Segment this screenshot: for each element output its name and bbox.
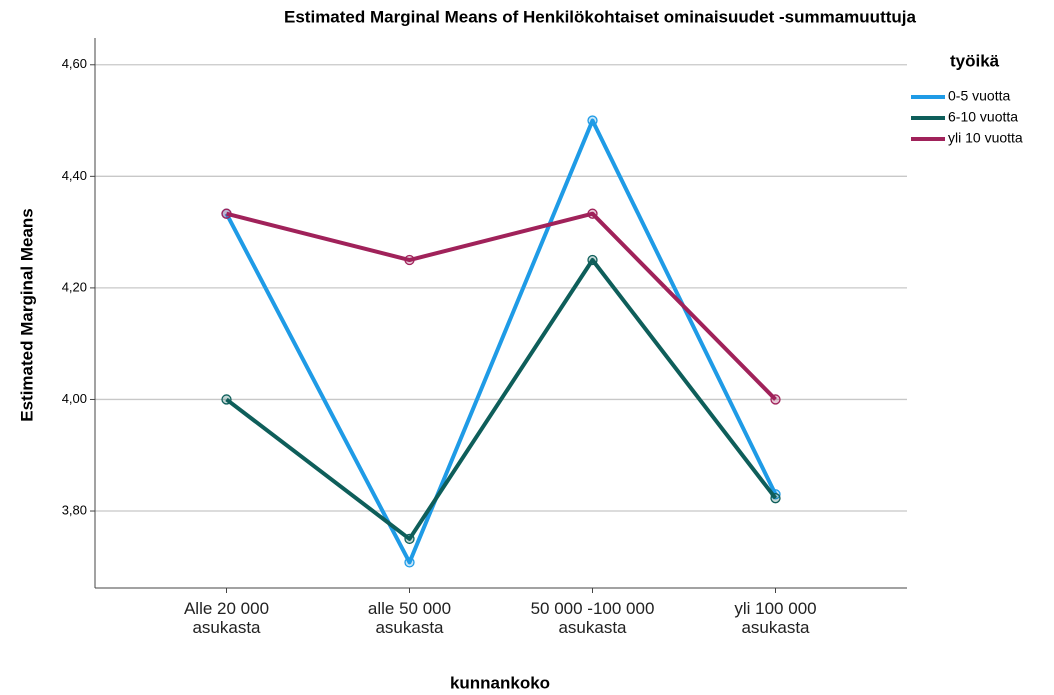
x-axis-label: kunnankoko — [450, 673, 550, 692]
point — [221, 208, 232, 219]
x-tick-label: Alle 20 000 asukasta — [183, 599, 270, 637]
point — [587, 115, 598, 126]
series-line — [224, 118, 778, 565]
x-tick-label: yli 100 000 asukasta — [734, 599, 817, 637]
point — [404, 557, 415, 568]
legend-label: yli 10 vuotta — [948, 130, 1023, 146]
series-line — [226, 211, 777, 401]
y-tick-label: 4,60 — [62, 56, 87, 71]
x-tick-label: alle 50 000 asukasta — [367, 599, 452, 637]
point — [404, 533, 415, 545]
legend-label: 6-10 vuotta — [948, 109, 1018, 125]
y-tick-label: 4,00 — [62, 391, 87, 406]
point — [404, 254, 415, 266]
x-tick-label: 50 000 -100 000 asukasta — [530, 599, 655, 637]
chart-title: Estimated Marginal Means of Henkilökohta… — [284, 7, 916, 26]
y-tick-label: 3,80 — [62, 502, 87, 517]
y-axis-label: Estimated Marginal Means — [17, 208, 36, 422]
legend-label: 0-5 vuotta — [948, 88, 1010, 104]
legend-title: työikä — [950, 51, 1000, 70]
point — [770, 394, 781, 405]
point — [770, 493, 781, 504]
point — [221, 394, 232, 405]
y-tick-label: 4,40 — [62, 168, 87, 183]
point — [587, 254, 598, 266]
series-line — [225, 258, 778, 541]
point — [587, 208, 598, 219]
y-tick-label: 4,20 — [62, 279, 87, 294]
